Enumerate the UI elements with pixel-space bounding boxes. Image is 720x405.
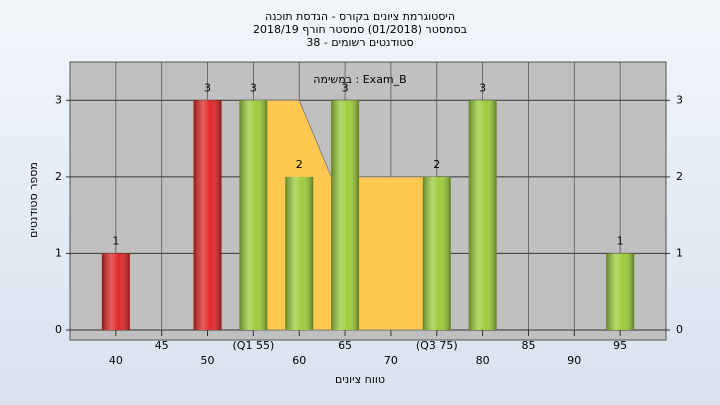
y2-tick-label: 1 [676, 246, 683, 259]
bar-shading [193, 100, 222, 331]
x-tick-label: 45 [155, 339, 169, 352]
annotation: במשימה : Exam_B [313, 73, 406, 86]
bar-shading [606, 253, 635, 330]
y-axis-label: מספר סטודנטים [27, 162, 40, 238]
value-label: 3 [250, 81, 257, 94]
value-label: 1 [617, 234, 624, 247]
value-label: 3 [204, 81, 211, 94]
x-tick-label: 95 [613, 339, 627, 352]
x-tick-label: (Q3 75) [416, 339, 458, 352]
x-tick-label: 50 [201, 354, 215, 367]
chart-title: היסטוגרמת ציונים בקורס - הנדסת תוכנה [265, 10, 455, 23]
chart-title: בסמסטר (01/2018) סמסטר חורף 2018/19 [253, 23, 467, 36]
bar-shading [422, 176, 451, 330]
bar-shading [285, 176, 314, 330]
x-tick-label: 65 [338, 339, 352, 352]
chart-title: 38 - סטודנטים רשומים [306, 36, 413, 49]
y-tick-label: 3 [55, 93, 62, 106]
x-tick-label: 90 [567, 354, 581, 367]
y-tick-label: 0 [55, 323, 62, 336]
y-tick-label: 1 [55, 246, 62, 259]
y2-tick-label: 2 [676, 170, 683, 183]
bar-shading [331, 100, 360, 331]
x-tick-label: 70 [384, 354, 398, 367]
value-label: 2 [433, 158, 440, 171]
x-tick-label: 40 [109, 354, 123, 367]
x-tick-label: 85 [521, 339, 535, 352]
y2-tick-label: 3 [676, 93, 683, 106]
y-tick-label: 2 [55, 170, 62, 183]
bar-shading [468, 100, 497, 331]
x-axis-label: טווח ציונים [335, 373, 385, 386]
x-tick-label: (Q1 55) [233, 339, 275, 352]
value-label: 2 [296, 158, 303, 171]
y2-tick-label: 0 [676, 323, 683, 336]
bar-shading [101, 253, 130, 330]
value-label: 1 [112, 234, 119, 247]
value-label: 3 [342, 81, 349, 94]
bar-shading [239, 100, 268, 331]
value-label: 3 [479, 81, 486, 94]
x-tick-label: 80 [476, 354, 490, 367]
x-tick-label: 60 [292, 354, 306, 367]
